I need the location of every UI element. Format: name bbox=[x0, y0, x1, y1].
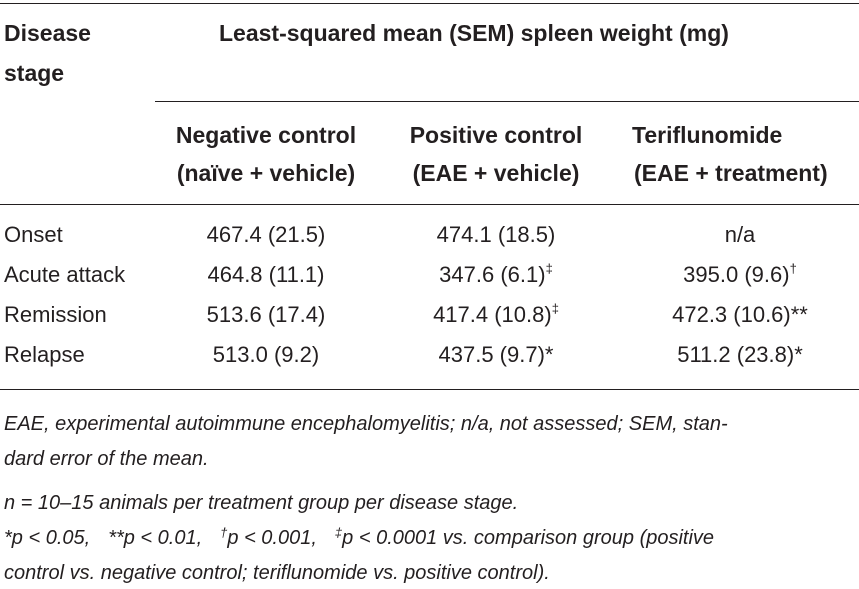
bottom-rule bbox=[0, 389, 859, 390]
cell-relapse-teriflunomide: 511.2 (23.8)* bbox=[677, 342, 803, 367]
cell-remission-negative: 513.6 (17.4) bbox=[206, 302, 326, 327]
row-label-relapse: Relapse bbox=[4, 342, 85, 367]
cell-relapse-negative: 513.0 (9.2) bbox=[212, 342, 320, 367]
col-header-negative-line2: (naïve + vehicle) bbox=[176, 160, 356, 186]
header-rule bbox=[0, 204, 859, 205]
cell-onset-negative: 467.4 (21.5) bbox=[206, 222, 326, 247]
footnote-significance-line1: *p < 0.05, **p < 0.01, †p < 0.001, ‡p < 0.0… bbox=[4, 525, 715, 549]
header-disease-stage-line1: Disease bbox=[4, 20, 91, 46]
header-disease-stage-line2: stage bbox=[4, 60, 65, 86]
header-spanning-title: Least-squared mean (SEM) spleen weight (… bbox=[219, 20, 729, 46]
cell-acute-negative: 464.8 (11.1) bbox=[207, 262, 325, 287]
row-label-remission: Remission bbox=[4, 302, 107, 327]
cell-remission-teriflunomide: 472.3 (10.6)** bbox=[672, 302, 808, 327]
row-label-acute-attack: Acute attack bbox=[4, 262, 126, 287]
cell-onset-positive: 474.1 (18.5) bbox=[436, 222, 556, 247]
span-rule bbox=[155, 101, 859, 102]
cell-acute-positive: 347.6 (6.1)‡ bbox=[439, 261, 553, 287]
col-header-negative-line1: Negative control bbox=[175, 122, 357, 148]
col-header-teriflunomide-line1: Teriflunomide bbox=[632, 122, 783, 148]
footnote-abbreviations-line2: dard error of the mean. bbox=[4, 448, 209, 470]
col-header-positive-line2: (EAE + vehicle) bbox=[412, 160, 580, 186]
col-header-teriflunomide-line2: (EAE + treatment) bbox=[634, 160, 828, 186]
col-header-positive-line1: Positive control bbox=[409, 122, 583, 148]
row-label-onset: Onset bbox=[4, 222, 63, 247]
footnote-abbreviations-line1: EAE, experimental autoimmune encephalomy… bbox=[4, 413, 728, 435]
cell-remission-positive: 417.4 (10.8)‡ bbox=[433, 301, 559, 327]
footnote-sample-size: n = 10–15 animals per treatment group pe… bbox=[4, 492, 519, 514]
footnote-significance-line2: control vs. negative control; teriflunom… bbox=[4, 562, 550, 584]
cell-relapse-positive: 437.5 (9.7)* bbox=[438, 342, 554, 367]
cell-acute-teriflunomide: 395.0 (9.6)† bbox=[683, 261, 797, 287]
top-rule bbox=[0, 3, 859, 4]
cell-onset-teriflunomide: n/a bbox=[724, 222, 756, 247]
